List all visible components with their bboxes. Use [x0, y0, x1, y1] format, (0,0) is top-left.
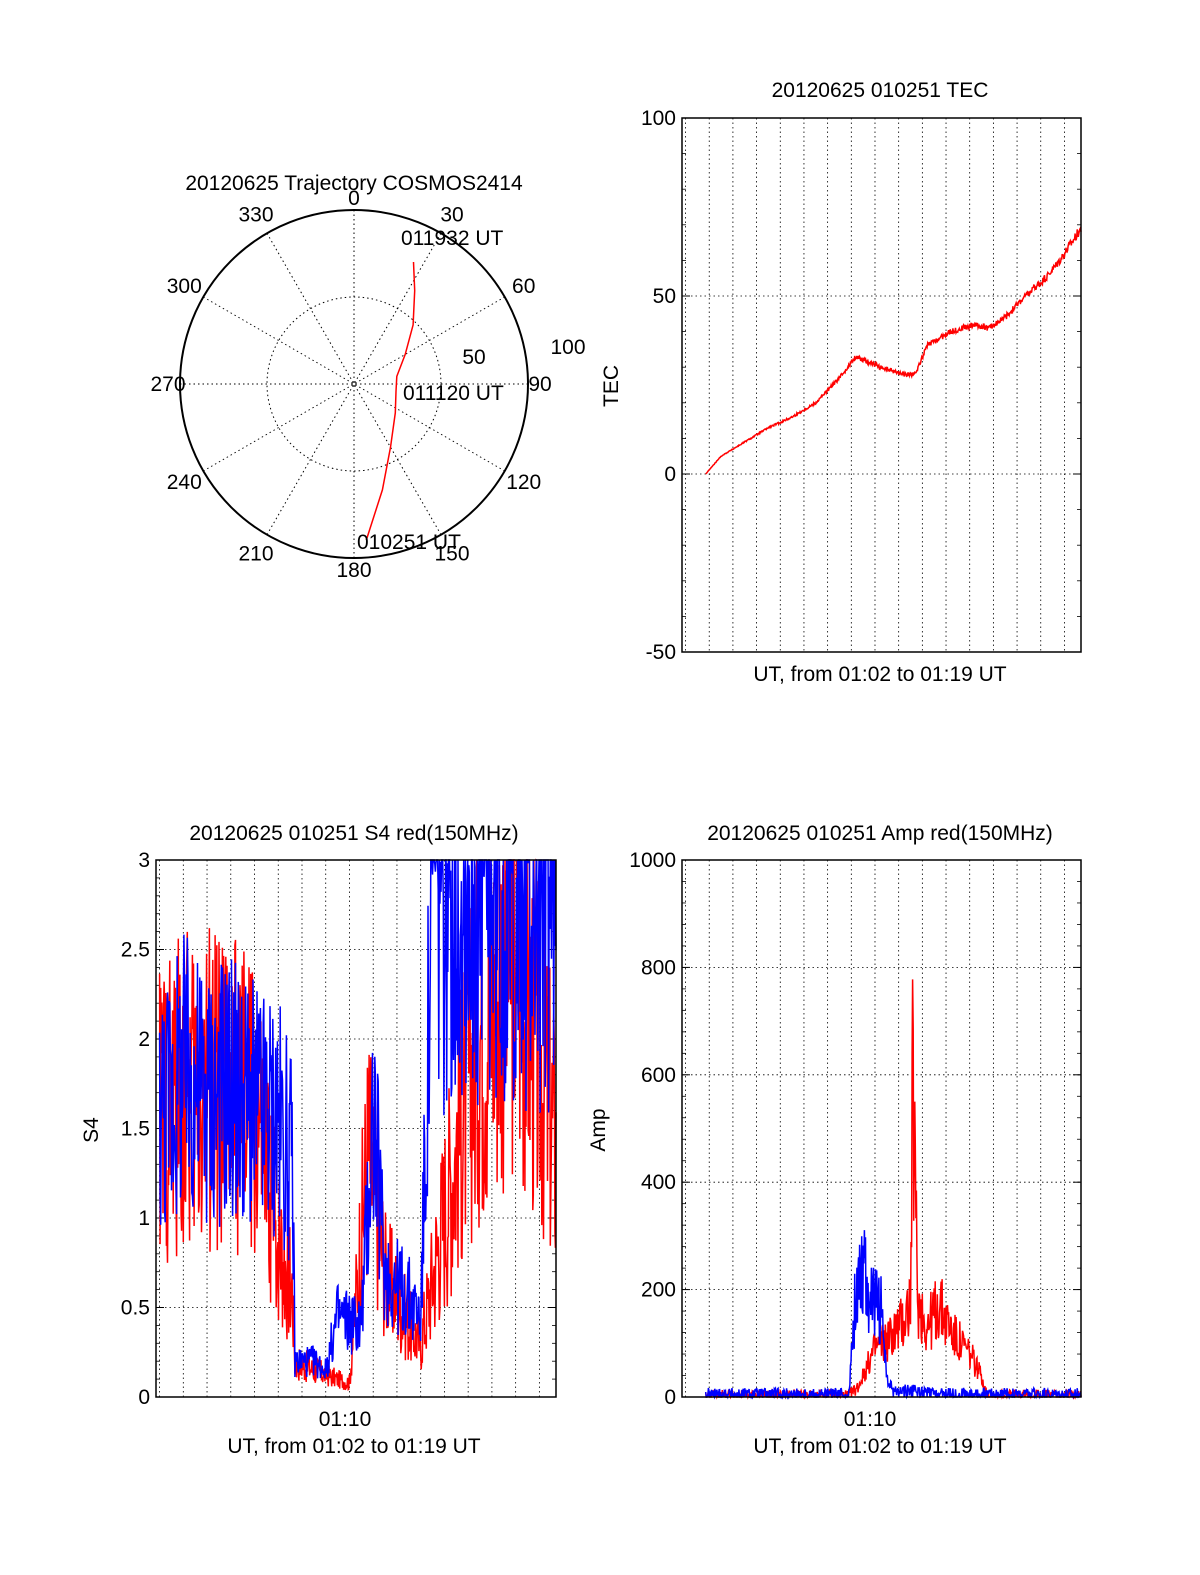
tec-panel: 20120625 010251 TEC 100 50 0 -50 TEC UT, fr…	[600, 79, 1082, 686]
polar-trajectory-panel: 20120625 Trajectory COSMOS2414 0 30 60 90 12…	[150, 172, 585, 582]
s4-y-tick-label: 2	[138, 1028, 150, 1051]
tec-frame	[681, 117, 1082, 653]
trajectory-label-mid: 011120 UT	[403, 382, 504, 405]
polar-azimuth-label: 90	[528, 373, 551, 396]
polar-azimuth-labels: 0 30 60 90 120 150 180 210 240 270 300 330	[150, 187, 551, 582]
polar-azimuth-label: 330	[238, 203, 273, 226]
polar-radial-label-50: 50	[462, 346, 485, 369]
s4-frame	[155, 859, 557, 1398]
polar-azimuth-label: 210	[238, 543, 273, 566]
s4-y-tick-label: 0.5	[121, 1297, 150, 1320]
amp-red-series-line	[704, 979, 1082, 1400]
polar-title: 20120625 Trajectory COSMOS2414	[185, 172, 523, 195]
polar-outer-circle	[179, 209, 529, 559]
tec-grid	[682, 117, 1081, 653]
s4-y-tick-label: 1.5	[121, 1118, 150, 1141]
s4-title: 20120625 010251 S4 red(150MHz)	[189, 822, 518, 845]
s4-y-tick-labels: 3 2.5 2 1.5 1 0.5 0	[121, 849, 150, 1409]
amp-x-axis-label: UT, from 01:02 to 01:19 UT	[753, 1435, 1006, 1458]
tec-y-axis-label: TEC	[600, 365, 623, 407]
polar-grid	[180, 210, 528, 558]
amp-y-tick-label: 1000	[629, 849, 676, 872]
s4-y-tick-label: 1	[138, 1207, 150, 1230]
s4-y-tick-label: 2.5	[121, 939, 150, 962]
s4-y-axis-label: S4	[80, 1117, 103, 1143]
polar-azimuth-label: 120	[506, 471, 541, 494]
amp-y-tick-label: 800	[641, 956, 676, 979]
tec-series-line	[705, 225, 1082, 475]
amp-y-tick-label: 400	[641, 1171, 676, 1194]
amp-y-tick-labels: 1000 800 600 400 200 0	[629, 849, 676, 1409]
polar-radial-label-100: 100	[550, 336, 585, 359]
amp-title: 20120625 010251 Amp red(150MHz)	[707, 822, 1053, 845]
amp-x-tick-label: 01:10	[844, 1408, 897, 1431]
amp-panel: 20120625 010251 Amp red(150MHz) 1000 800 6…	[587, 822, 1082, 1458]
s4-y-tick-label: 3	[138, 849, 150, 872]
tec-y-tick-label: 0	[664, 463, 676, 486]
trajectory-line	[365, 261, 416, 541]
polar-azimuth-label: 180	[336, 559, 371, 582]
s4-panel: 20120625 010251 S4 red(150MHz) 3 2.5 2 1.5 1…	[80, 822, 557, 1458]
polar-azimuth-label: 270	[150, 373, 185, 396]
trajectory-label-start: 010251 UT	[357, 531, 461, 554]
s4-x-axis-label: UT, from 01:02 to 01:19 UT	[227, 1435, 480, 1458]
polar-azimuth-label: 150	[434, 543, 469, 566]
polar-azimuth-label: 0	[348, 187, 360, 210]
amp-y-tick-label: 0	[664, 1386, 676, 1409]
amp-y-tick-label: 200	[641, 1279, 676, 1302]
amp-blue-series-line	[704, 1230, 1082, 1400]
s4-y-tick-label: 0	[138, 1386, 150, 1409]
amp-y-tick-label: 600	[641, 1064, 676, 1087]
amp-y-axis-label: Amp	[587, 1108, 610, 1151]
polar-azimuth-label: 240	[167, 471, 202, 494]
polar-azimuth-label: 30	[440, 203, 463, 226]
tec-y-tick-label: -50	[646, 641, 676, 664]
tec-x-axis-label: UT, from 01:02 to 01:19 UT	[753, 663, 1006, 686]
s4-x-tick-label: 01:10	[319, 1408, 372, 1431]
tec-y-tick-label: 50	[653, 285, 676, 308]
polar-azimuth-label: 60	[512, 275, 535, 298]
s4-blue-series-line	[158, 859, 557, 1379]
polar-azimuth-label: 300	[167, 275, 202, 298]
trajectory-label-end: 011932 UT	[401, 227, 504, 250]
tec-y-tick-labels: 100 50 0 -50	[641, 107, 676, 664]
amp-frame	[681, 859, 1082, 1398]
tec-title: 20120625 010251 TEC	[772, 79, 989, 102]
tec-y-tick-label: 100	[641, 107, 676, 130]
